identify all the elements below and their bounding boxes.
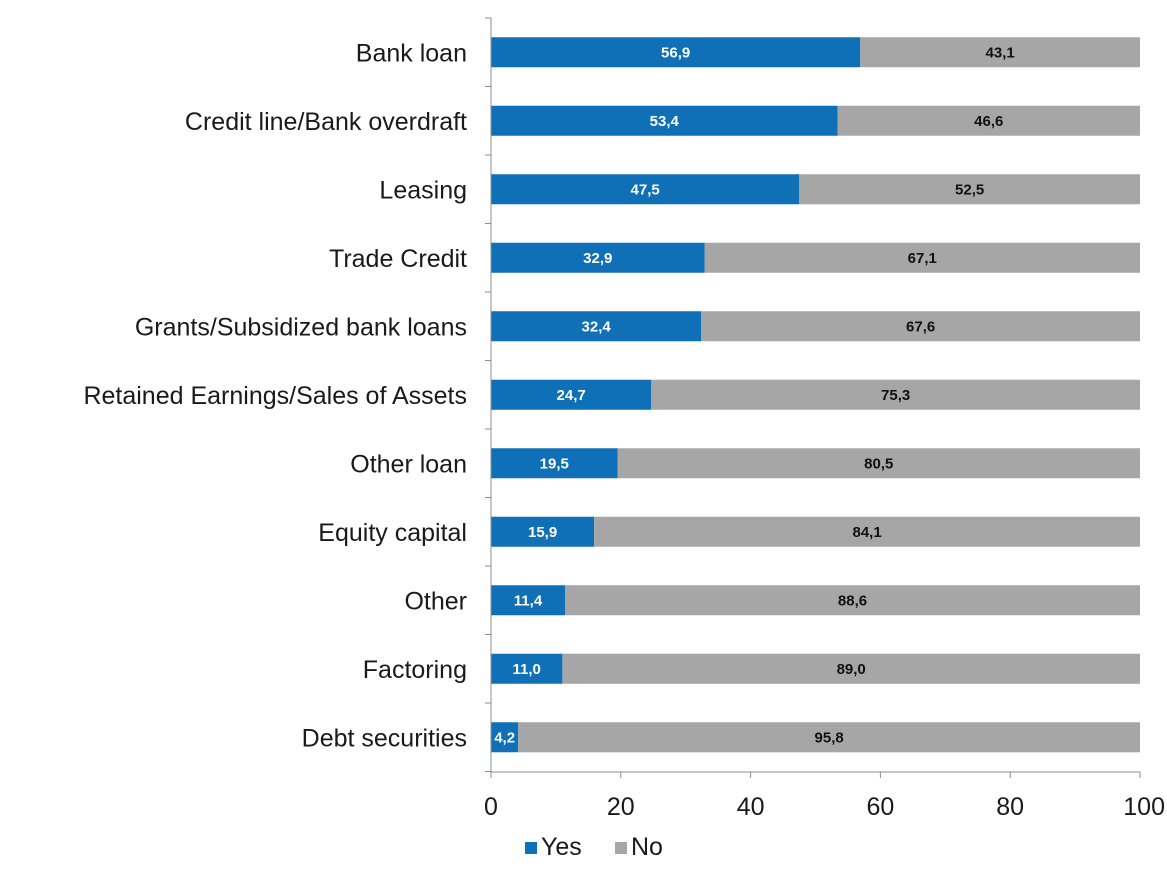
x-tick-label-1: 20 (607, 793, 635, 821)
x-tick-label-0: 0 (484, 793, 498, 821)
bar-yes-1 (491, 105, 838, 136)
data-label-yes-10: 4,2 (494, 729, 515, 746)
data-label-yes-3: 32,9 (583, 250, 612, 267)
data-label-no-5: 75,3 (881, 387, 910, 404)
category-label-1: Credit line/Bank overdraft (185, 108, 467, 136)
data-label-no-6: 80,5 (864, 455, 893, 472)
data-label-yes-9: 11,0 (513, 661, 541, 678)
category-label-10: Debt securities (302, 724, 467, 752)
bar-no-1 (837, 105, 1140, 136)
bar-yes-9 (491, 653, 563, 684)
bar-yes-3 (491, 242, 705, 273)
bar-yes-0 (491, 37, 861, 68)
data-label-no-7: 84,1 (852, 524, 881, 541)
bar-no-7 (594, 516, 1140, 547)
data-label-no-1: 46,6 (974, 113, 1003, 130)
x-tick-label-5: 100 (1123, 793, 1165, 821)
bar-yes-2 (491, 174, 800, 205)
bar-no-3 (704, 242, 1140, 273)
legend-swatch-no (615, 842, 627, 854)
bar-no-10 (518, 722, 1140, 753)
bar-yes-7 (491, 516, 595, 547)
data-label-yes-1: 53,4 (650, 113, 680, 130)
bar-no-8 (564, 585, 1140, 616)
category-label-7: Equity capital (318, 519, 467, 547)
category-label-5: Retained Earnings/Sales of Assets (83, 382, 467, 410)
bar-no-5 (651, 379, 1140, 410)
data-label-no-2: 52,5 (955, 181, 984, 198)
bar-no-2 (799, 174, 1140, 205)
x-tick-label-2: 40 (737, 793, 765, 821)
data-label-no-3: 67,1 (908, 250, 937, 267)
category-label-0: Bank loan (356, 39, 467, 67)
data-label-yes-0: 56,9 (661, 44, 690, 61)
bar-yes-10 (491, 722, 519, 753)
data-label-yes-2: 47,5 (631, 181, 660, 198)
bar-no-6 (617, 448, 1140, 479)
data-label-yes-6: 19,5 (540, 455, 569, 472)
category-label-3: Trade Credit (329, 245, 467, 273)
legend-label-yes: Yes (541, 833, 582, 861)
legend-label-no: No (631, 833, 663, 861)
category-label-4: Grants/Subsidized bank loans (135, 313, 467, 341)
bar-no-0 (860, 37, 1140, 68)
data-label-no-8: 88,6 (838, 592, 867, 609)
x-tick-label-3: 60 (866, 793, 894, 821)
data-label-yes-4: 32,4 (582, 318, 612, 335)
legend-swatch-yes (525, 842, 537, 854)
data-label-no-9: 89,0 (837, 661, 866, 678)
category-label-2: Leasing (379, 176, 467, 204)
bar-no-9 (562, 653, 1140, 684)
data-label-no-4: 67,6 (906, 318, 935, 335)
category-label-9: Factoring (363, 656, 467, 684)
data-label-yes-5: 24,7 (557, 387, 586, 404)
data-label-no-0: 43,1 (986, 44, 1015, 61)
bar-yes-8 (491, 585, 565, 616)
bar-no-4 (701, 311, 1140, 342)
bar-yes-4 (491, 311, 702, 342)
bar-yes-6 (491, 448, 618, 479)
data-label-yes-8: 11,4 (514, 592, 543, 609)
bar-yes-5 (491, 379, 652, 410)
category-label-8: Other (404, 587, 467, 615)
data-label-yes-7: 15,9 (528, 524, 557, 541)
category-label-6: Other loan (350, 450, 467, 478)
data-label-no-10: 95,8 (815, 729, 844, 746)
x-tick-label-4: 80 (996, 793, 1024, 821)
